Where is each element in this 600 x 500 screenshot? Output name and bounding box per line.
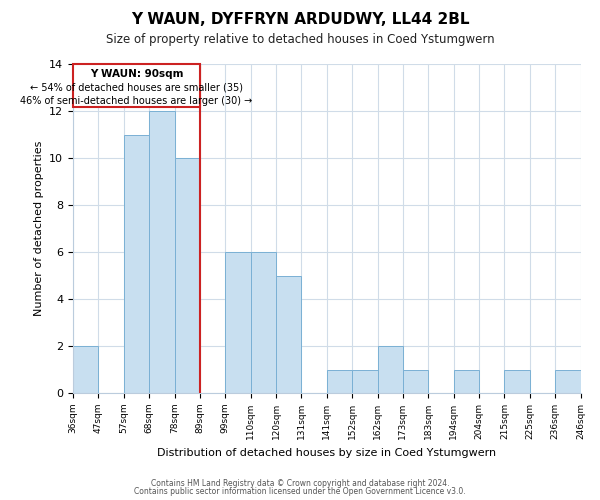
Bar (124, 134, 149, 393)
Bar (555, 370, 581, 393)
Bar (276, 276, 301, 393)
Text: Contains HM Land Registry data © Crown copyright and database right 2024.: Contains HM Land Registry data © Crown c… (151, 478, 449, 488)
Text: ← 54% of detached houses are smaller (35): ← 54% of detached houses are smaller (35… (30, 82, 243, 92)
FancyBboxPatch shape (73, 64, 200, 108)
Bar (352, 370, 377, 393)
Bar (581, 370, 600, 393)
Bar (175, 158, 200, 393)
Bar (377, 346, 403, 393)
Text: Size of property relative to detached houses in Coed Ystumgwern: Size of property relative to detached ho… (106, 32, 494, 46)
X-axis label: Distribution of detached houses by size in Coed Ystumgwern: Distribution of detached houses by size … (157, 448, 496, 458)
Bar (73, 346, 98, 393)
Text: Y WAUN, DYFFRYN ARDUDWY, LL44 2BL: Y WAUN, DYFFRYN ARDUDWY, LL44 2BL (131, 12, 469, 28)
Bar (251, 252, 276, 393)
Bar (149, 111, 175, 393)
Y-axis label: Number of detached properties: Number of detached properties (34, 141, 44, 316)
Text: 46% of semi-detached houses are larger (30) →: 46% of semi-detached houses are larger (… (20, 96, 253, 106)
Bar (505, 370, 530, 393)
Text: Y WAUN: 90sqm: Y WAUN: 90sqm (89, 69, 183, 79)
Bar (327, 370, 352, 393)
Bar (454, 370, 479, 393)
Bar (225, 252, 251, 393)
Bar (403, 370, 428, 393)
Text: Contains public sector information licensed under the Open Government Licence v3: Contains public sector information licen… (134, 487, 466, 496)
